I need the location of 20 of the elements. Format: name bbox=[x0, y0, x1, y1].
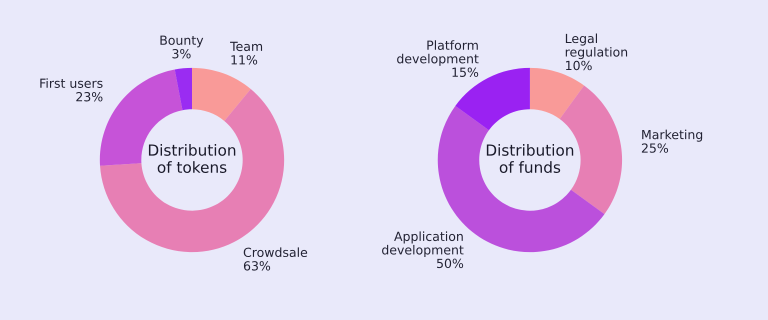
slice-label: Application development bbox=[382, 231, 464, 258]
text: Distribution of funds bbox=[486, 144, 574, 173]
data-label: 50% bbox=[437, 258, 464, 268]
donut-slice bbox=[192, 68, 251, 121]
data-label: 11% bbox=[231, 55, 258, 65]
data-label: 25% bbox=[642, 143, 668, 153]
slice-label: Crowdsale bbox=[244, 247, 308, 258]
slice-label: First users bbox=[40, 78, 103, 88]
slice-label: Platform development bbox=[397, 40, 479, 66]
data-label: 63% bbox=[244, 261, 270, 271]
text: Distribution of tokens bbox=[148, 144, 236, 173]
slice-label: Marketing bbox=[642, 130, 702, 142]
slice-label: Bounty bbox=[160, 36, 204, 48]
data-label: 15% bbox=[452, 68, 478, 77]
slice-label: Team bbox=[230, 42, 262, 52]
data-label: 23% bbox=[76, 92, 102, 102]
slice-label: Legal regulation bbox=[566, 33, 628, 60]
data-label: 3% bbox=[172, 48, 191, 58]
donut-slice bbox=[174, 68, 192, 110]
data-label: 10% bbox=[566, 60, 592, 70]
